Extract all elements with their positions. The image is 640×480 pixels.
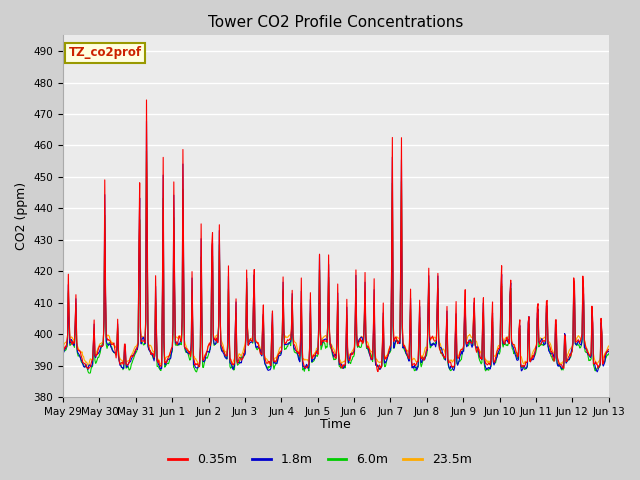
Text: TZ_co2prof: TZ_co2prof [68,46,141,59]
Title: Tower CO2 Profile Concentrations: Tower CO2 Profile Concentrations [208,15,463,30]
Legend: 0.35m, 1.8m, 6.0m, 23.5m: 0.35m, 1.8m, 6.0m, 23.5m [163,448,477,471]
Y-axis label: CO2 (ppm): CO2 (ppm) [15,182,28,251]
X-axis label: Time: Time [321,419,351,432]
